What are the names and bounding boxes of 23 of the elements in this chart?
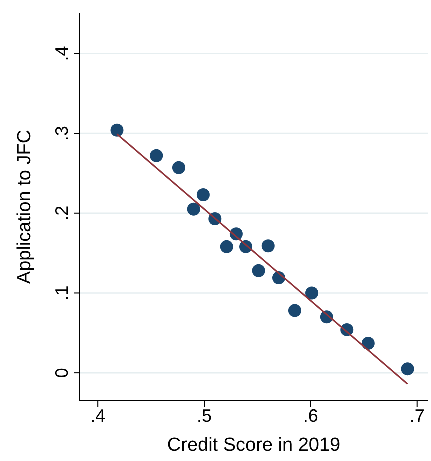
point [401, 362, 414, 376]
x-axis-title: Credit Score in 2019 [167, 435, 341, 456]
point [196, 188, 210, 202]
point [288, 304, 302, 318]
point [172, 161, 186, 174]
point [262, 240, 275, 253]
y-tick-label: .2 [52, 206, 72, 221]
x-tick-label: .4 [90, 406, 106, 426]
x-tick-label: .5 [197, 406, 212, 426]
point [150, 149, 164, 162]
point [187, 202, 200, 216]
y-tick-label: 0 [52, 368, 72, 378]
x-tick-label: .7 [410, 406, 425, 426]
y-tick-label: .1 [52, 286, 72, 301]
point [110, 124, 124, 137]
point [252, 264, 266, 278]
point [220, 240, 234, 254]
y-tick-label: .3 [52, 126, 72, 142]
point [362, 337, 375, 350]
point [306, 286, 318, 300]
x-tick-label: .6 [303, 406, 318, 426]
y-axis-title: Application to JFC [14, 130, 36, 284]
y-tick-label: .4 [52, 46, 72, 62]
